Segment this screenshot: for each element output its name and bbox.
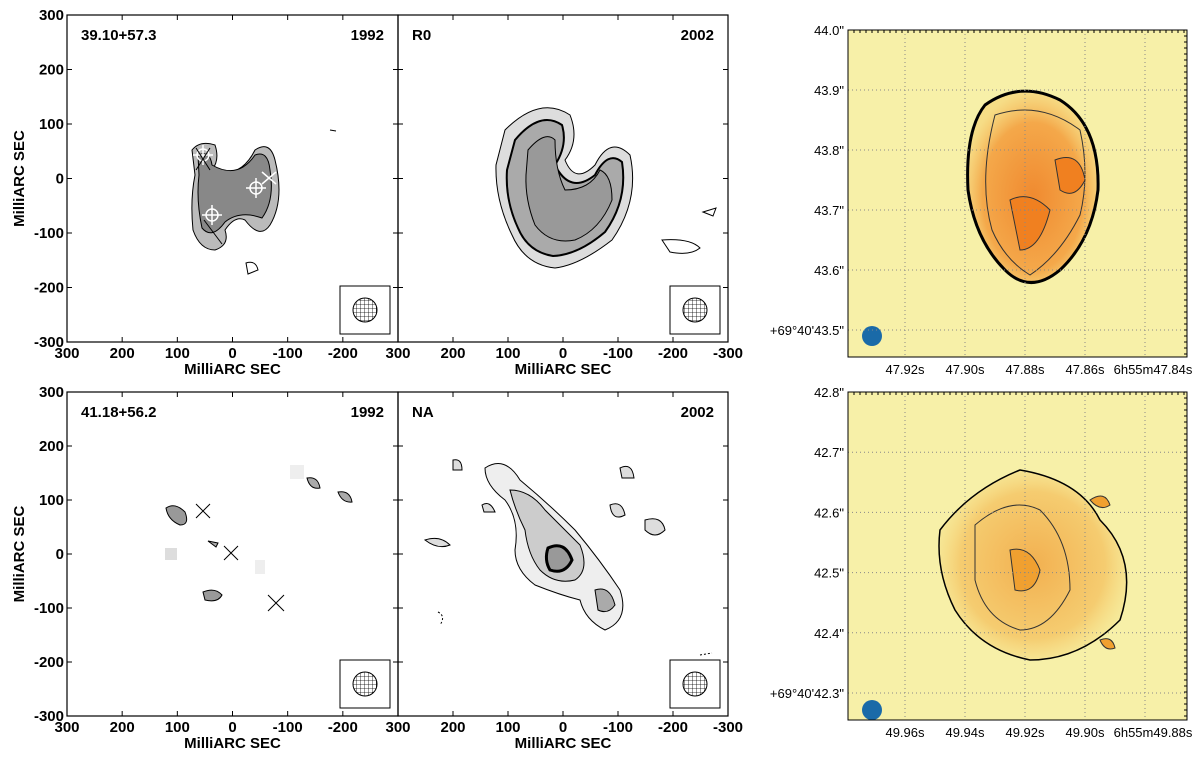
y-tick-label: 0 <box>56 546 64 563</box>
x-tick-label: 49.92s <box>1005 725 1045 740</box>
x-axis-title: MilliARC SEC <box>184 735 281 752</box>
y-tick-label: -300 <box>34 708 64 725</box>
x-tick-label: 300 <box>385 719 410 736</box>
x-tick-label: 0 <box>228 719 236 736</box>
contour-map <box>423 459 713 656</box>
x-tick-label: 100 <box>165 719 190 736</box>
x-tick-label: 200 <box>110 719 135 736</box>
y-tick-label: +69°40'43.5" <box>770 323 844 338</box>
x-tick-label: 300 <box>385 345 410 362</box>
contour-map <box>191 129 337 275</box>
y-tick-label: 42.7" <box>814 445 844 460</box>
panel-name: 41.18+56.2 <box>81 404 157 421</box>
y-axis-title: MilliARC SEC <box>11 130 28 227</box>
y-tick-label: 42.5" <box>814 566 844 581</box>
y-tick-label: 42.4" <box>814 626 844 641</box>
beam <box>682 671 708 697</box>
y-tick-label: -300 <box>34 334 64 351</box>
y-tick-label: +69°40'42.3" <box>770 686 844 701</box>
y-tick-label: -200 <box>34 654 64 671</box>
x-axis-title: MilliARC SEC <box>515 735 612 752</box>
contour-map <box>495 107 717 269</box>
x-tick-label: -300 <box>713 719 743 736</box>
x-tick-label: 200 <box>110 345 135 362</box>
x-tick-label: 47.90s <box>945 362 985 377</box>
x-tick-label: 0 <box>559 719 567 736</box>
sky-image <box>848 30 1187 720</box>
y-tick-label: 43.9" <box>814 83 844 98</box>
panel-epoch: 2002 <box>681 27 714 44</box>
x-tick-label: 47.92s <box>885 362 925 377</box>
x-tick-label: 6h55m47.84s <box>1114 362 1192 377</box>
x-tick-label: 47.88s <box>1005 362 1045 377</box>
x-tick-label: 49.96s <box>885 725 925 740</box>
x-tick-label: 100 <box>495 719 520 736</box>
image-frame <box>847 29 1188 358</box>
y-tick-label: 300 <box>39 7 64 24</box>
beam <box>682 297 708 323</box>
y-tick-label: -200 <box>34 280 64 297</box>
y-tick-label: 44.0" <box>814 23 844 38</box>
y-tick-label: -100 <box>34 600 64 617</box>
x-tick-label: -200 <box>328 719 358 736</box>
contour-map <box>165 465 353 612</box>
x-tick-label: -100 <box>273 719 303 736</box>
x-tick-label: -200 <box>658 345 688 362</box>
x-tick-label: -100 <box>603 719 633 736</box>
x-tick-label: 300 <box>54 345 79 362</box>
x-tick-label: 100 <box>165 345 190 362</box>
image-frame <box>847 391 1188 721</box>
x-tick-label: 300 <box>54 719 79 736</box>
x-tick-label: 0 <box>228 345 236 362</box>
x-axis-title: MilliARC SEC <box>515 361 612 378</box>
y-tick-label: -100 <box>34 225 64 242</box>
x-tick-label: -200 <box>658 719 688 736</box>
y-axis-title: MilliARC SEC <box>11 506 28 603</box>
y-tick-label: 43.7" <box>814 203 844 218</box>
x-tick-label: 49.94s <box>945 725 985 740</box>
panel-epoch: 2002 <box>681 404 714 421</box>
y-tick-label: 200 <box>39 62 64 79</box>
y-tick-label: 42.8" <box>814 385 844 400</box>
x-axis-title: MilliARC SEC <box>184 361 281 378</box>
x-tick-label: 49.90s <box>1065 725 1105 740</box>
panel-name: NA <box>412 404 434 421</box>
y-tick-label: 300 <box>39 384 64 401</box>
y-tick-label: 100 <box>39 492 64 509</box>
x-tick-label: 200 <box>440 345 465 362</box>
x-tick-label: 0 <box>559 345 567 362</box>
panel-epoch: 1992 <box>351 404 384 421</box>
panel-name: R0 <box>412 27 431 44</box>
y-tick-label: 42.6" <box>814 505 844 520</box>
x-tick-label: 100 <box>495 345 520 362</box>
panel-name: 39.10+57.3 <box>81 27 157 44</box>
beam <box>352 297 378 323</box>
x-tick-label: 200 <box>440 719 465 736</box>
x-tick-label: -100 <box>603 345 633 362</box>
x-tick-label: -100 <box>273 345 303 362</box>
y-tick-label: 100 <box>39 116 64 133</box>
x-tick-label: -300 <box>713 345 743 362</box>
y-tick-label: 0 <box>56 171 64 188</box>
y-tick-label: 43.6" <box>814 263 844 278</box>
panel-epoch: 1992 <box>351 27 384 44</box>
y-tick-label: 43.8" <box>814 143 844 158</box>
beam <box>352 671 378 697</box>
y-tick-label: 200 <box>39 438 64 455</box>
x-tick-label: 6h55m49.88s <box>1114 725 1192 740</box>
x-tick-label: -200 <box>328 345 358 362</box>
x-tick-label: 47.86s <box>1065 362 1105 377</box>
